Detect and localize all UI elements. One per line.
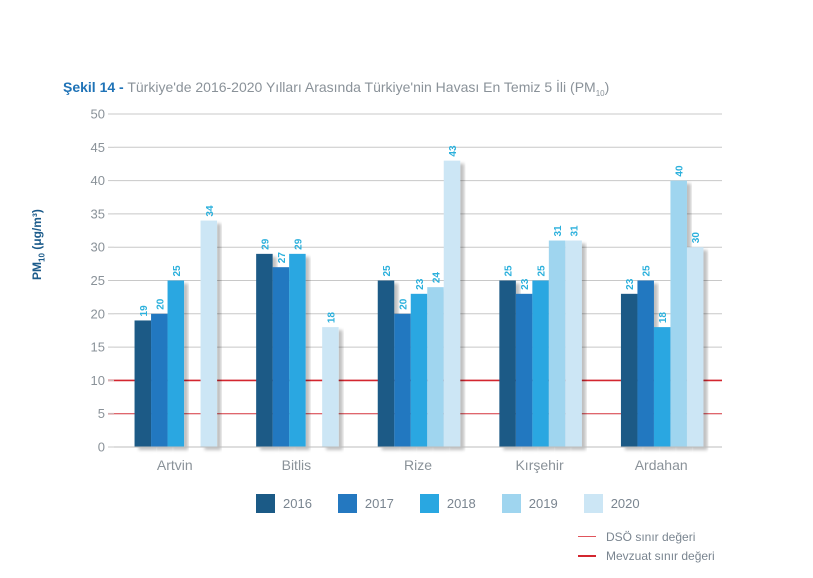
chart-title: Şekil 14 - Türkiye'de 2016-2020 Yılları … <box>63 79 609 98</box>
reference-legend: DSÖ sınır değeri Mevzuat sınır değeri <box>578 527 715 565</box>
data-label: 25 <box>642 265 653 277</box>
legend-item-2018: 2018 <box>419 494 476 513</box>
x-category-label: Rize <box>404 457 432 473</box>
title-text: Türkiye'de 2016-2020 Yılları Arasında Tü… <box>127 79 596 95</box>
legend-swatch <box>501 494 521 513</box>
data-label: 34 <box>205 205 216 217</box>
legend-label: 2016 <box>283 496 312 511</box>
reference-line-swatch <box>578 554 596 557</box>
reference-legend-label: DSÖ sınır değeri <box>606 529 696 544</box>
data-label: 29 <box>293 238 304 250</box>
legend-item-2019: 2019 <box>501 494 558 513</box>
bar-2019 <box>427 287 444 447</box>
legend-swatch <box>337 494 357 513</box>
bar-2018 <box>167 280 185 447</box>
bar-2018 <box>410 293 428 447</box>
legend-item-2017: 2017 <box>337 494 394 513</box>
y-tick-label: 45 <box>91 140 105 155</box>
y-tick-label: 50 <box>91 107 105 122</box>
bar-2016 <box>256 253 273 447</box>
x-category-label: Ardahan <box>635 457 688 473</box>
bar-2020 <box>322 327 339 447</box>
data-label: 31 <box>553 225 564 237</box>
bar-2017 <box>515 293 533 447</box>
bar-2019 <box>670 180 687 447</box>
bar-2016 <box>499 280 516 447</box>
reference-legend-label: Mevzuat sınır değeri <box>606 548 715 563</box>
data-label: 23 <box>520 278 531 290</box>
data-label: 31 <box>570 225 581 237</box>
data-label: 27 <box>277 252 288 264</box>
y-tick-label: 30 <box>91 240 105 255</box>
data-label: 18 <box>658 312 669 324</box>
data-label: 23 <box>415 278 426 290</box>
bar-2017 <box>272 267 290 447</box>
y-tick-label: 40 <box>91 173 105 188</box>
data-label: 29 <box>260 238 271 250</box>
y-tick-label: 20 <box>91 306 105 321</box>
data-label: 25 <box>172 265 183 277</box>
reference-line-swatch <box>578 536 596 537</box>
data-label: 20 <box>155 298 166 310</box>
y-tick-label: 15 <box>91 340 105 355</box>
legend-label: 2018 <box>446 496 476 511</box>
legend-label: 2019 <box>528 496 558 511</box>
reference-legend-item-dso: DSÖ sınır değeri <box>578 527 715 546</box>
y-tick-label: 0 <box>98 440 105 455</box>
title-close: ) <box>604 79 610 95</box>
x-category-label: Bitlis <box>282 457 312 473</box>
bar-2020 <box>565 240 582 447</box>
x-category-label: Artvin <box>157 457 193 473</box>
data-label: 30 <box>691 232 702 244</box>
x-category-label: Kırşehir <box>515 457 564 473</box>
bar-2017 <box>637 280 654 447</box>
data-label: 20 <box>399 298 410 310</box>
legend-item-2020: 2020 <box>583 494 640 513</box>
bar-2017 <box>151 313 168 447</box>
legend-label: 2020 <box>610 496 640 511</box>
legend-swatch <box>419 494 439 513</box>
bar-2020 <box>686 247 704 447</box>
data-label: 25 <box>537 265 548 277</box>
legend: 2016 2017 2018 2019 2020 <box>256 494 666 513</box>
y-tick-label: 10 <box>91 373 105 388</box>
legend-swatch <box>583 494 603 513</box>
bar-2016 <box>377 280 395 447</box>
bar-2019 <box>548 240 566 447</box>
bar-2017 <box>394 313 411 447</box>
legend-item-2016: 2016 <box>256 494 312 513</box>
data-label: 25 <box>504 265 515 277</box>
bar-2018 <box>289 253 306 447</box>
y-tick-label: 5 <box>98 406 105 421</box>
legend-swatch <box>256 494 275 513</box>
bar-2018 <box>532 280 549 447</box>
data-label: 40 <box>675 165 686 177</box>
data-label: 25 <box>382 265 393 277</box>
y-tick-label: 25 <box>91 273 105 288</box>
figure-number: Şekil 14 - <box>63 79 124 95</box>
legend-label: 2017 <box>364 496 394 511</box>
title-subscript: 10 <box>595 88 605 98</box>
bar-2020 <box>443 160 461 447</box>
bar-2016 <box>134 320 152 447</box>
reference-legend-item-mevzuat: Mevzuat sınır değeri <box>578 546 715 565</box>
bar-2020 <box>200 220 218 447</box>
data-label: 18 <box>326 312 337 324</box>
bar-2016 <box>620 293 638 447</box>
data-label: 19 <box>139 305 150 317</box>
data-label: 23 <box>625 278 636 290</box>
y-tick-label: 35 <box>91 206 105 221</box>
data-label: 24 <box>432 272 443 284</box>
data-label: 43 <box>448 145 459 157</box>
bar-2018 <box>653 327 671 447</box>
